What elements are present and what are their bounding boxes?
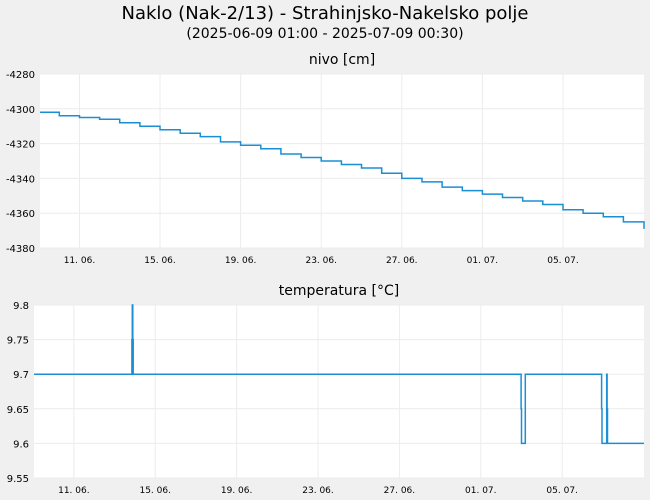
x-tick-label: 01. 07. xyxy=(467,256,499,266)
y-tick-label: -4320 xyxy=(6,140,35,151)
x-tick-label: 01. 07. xyxy=(465,486,497,496)
panel-title: nivo [cm] xyxy=(309,52,375,68)
y-tick-label: 9.6 xyxy=(13,439,29,450)
chart-subtitle: (2025-06-09 01:00 - 2025-07-09 00:30) xyxy=(186,26,464,42)
x-tick-label: 23. 06. xyxy=(302,486,334,496)
x-tick-label: 05. 07. xyxy=(546,486,578,496)
y-tick-label: -4340 xyxy=(6,174,35,185)
series-line xyxy=(34,304,644,445)
y-tick-label: -4380 xyxy=(6,244,35,255)
x-tick-label: 19. 06. xyxy=(225,256,257,266)
x-tick-label: 05. 07. xyxy=(547,256,579,266)
y-tick-label: 9.75 xyxy=(7,336,29,347)
x-tick-label: 23. 06. xyxy=(305,256,337,266)
level-chart: nivo [cm] -4280 -4300 -4320 -4340 -4360 -4380 1… xyxy=(6,52,645,266)
y-tick-label: 9.8 xyxy=(13,301,29,312)
plot-area xyxy=(34,305,644,478)
series-line xyxy=(40,111,645,229)
x-tick-label: 15. 06. xyxy=(144,256,176,266)
y-tick-label: -4300 xyxy=(6,105,35,116)
y-tick-label: 9.7 xyxy=(13,370,29,381)
y-tick-label: -4280 xyxy=(6,70,35,81)
y-tick-label: 9.65 xyxy=(7,405,29,416)
y-tick-label: 9.55 xyxy=(7,474,29,485)
x-tick-label: 11. 06. xyxy=(58,486,90,496)
x-tick-label: 19. 06. xyxy=(221,486,253,496)
x-tick-label: 11. 06. xyxy=(64,256,96,266)
x-tick-label: 27. 06. xyxy=(384,486,416,496)
chart-title: Naklo (Nak-2/13) - Strahinjsko-Nakelsko … xyxy=(121,3,529,24)
x-tick-label: 15. 06. xyxy=(139,486,171,496)
x-tick-label: 27. 06. xyxy=(386,256,418,266)
temperature-chart: temperatura [°C] 9.8 9.75 9.7 9.65 9.6 9.55 11.… xyxy=(7,283,644,496)
panel-title: temperatura [°C] xyxy=(279,283,399,299)
y-tick-label: -4360 xyxy=(6,209,35,220)
